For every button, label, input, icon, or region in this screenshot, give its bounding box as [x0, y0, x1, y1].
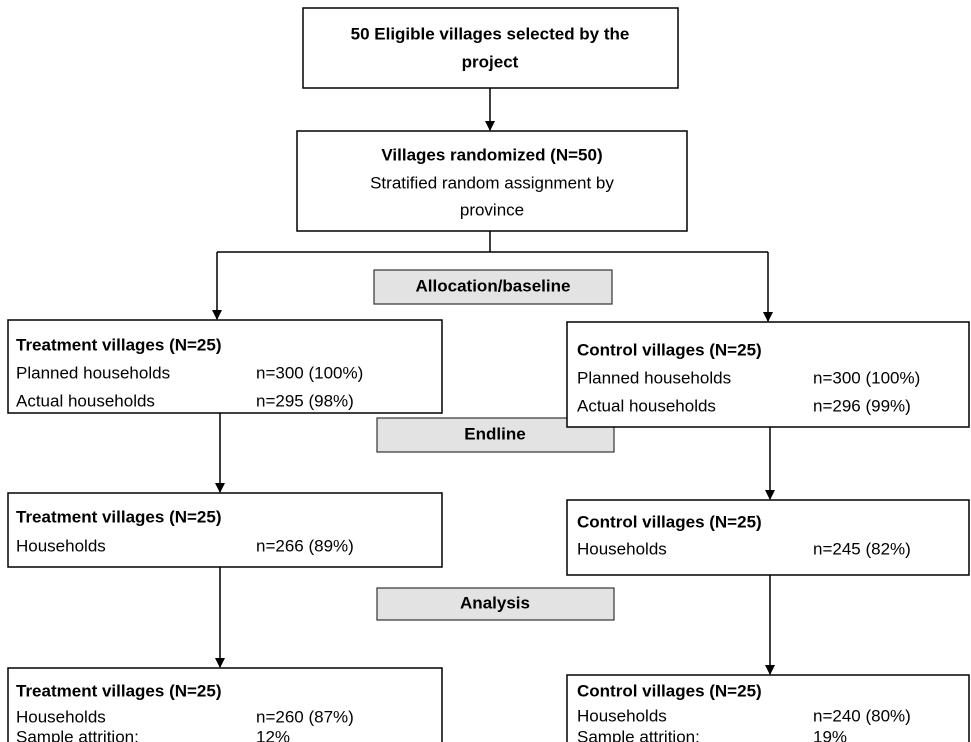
stage-box — [373, 269, 613, 305]
box-title: Control villages (N=25) — [577, 681, 762, 700]
box-text: province — [460, 200, 524, 219]
stage-box — [376, 587, 615, 621]
row-value: 12% — [256, 727, 290, 742]
row-value: n=245 (82%) — [813, 539, 911, 558]
treatment-box — [7, 319, 443, 414]
header-text: 50 Eligible villages selected by the — [351, 24, 630, 43]
stage-label: Allocation/baseline — [416, 276, 571, 295]
row-value: n=240 (80%) — [813, 706, 911, 725]
row-label: Households — [577, 706, 667, 725]
row-label: Planned households — [577, 368, 731, 387]
control-box — [566, 499, 970, 576]
control-box — [566, 674, 970, 742]
box-title: Treatment villages (N=25) — [16, 681, 222, 700]
row-label: Actual households — [16, 391, 155, 410]
row-value: n=300 (100%) — [813, 368, 920, 387]
box-title: Control villages (N=25) — [577, 340, 762, 359]
treatment-box — [7, 667, 443, 742]
row-label: Households — [16, 707, 106, 726]
header-text: project — [462, 52, 519, 71]
row-label: Planned households — [16, 363, 170, 382]
row-value: n=295 (98%) — [256, 391, 354, 410]
randomization-box — [296, 130, 688, 232]
box-text: Stratified random assignment by — [370, 173, 614, 192]
box-title: Treatment villages (N=25) — [16, 335, 222, 354]
row-value: n=266 (89%) — [256, 536, 354, 555]
row-value: n=260 (87%) — [256, 707, 354, 726]
control-box — [566, 321, 970, 428]
row-label: Households — [16, 536, 106, 555]
row-value: n=300 (100%) — [256, 363, 363, 382]
row-label: Households — [577, 539, 667, 558]
stage-label: Analysis — [460, 593, 530, 612]
stage-label: Endline — [464, 424, 525, 443]
connectors — [212, 88, 775, 675]
box-title: Villages randomized (N=50) — [381, 145, 602, 164]
row-label: Sample attrition: — [577, 727, 700, 742]
row-label: Sample attrition: — [16, 727, 139, 742]
row-value: 19% — [813, 727, 847, 742]
row-value: n=296 (99%) — [813, 396, 911, 415]
header-box — [302, 7, 679, 89]
box-title: Control villages (N=25) — [577, 512, 762, 531]
treatment-box — [7, 492, 443, 568]
box-title: Treatment villages (N=25) — [16, 507, 222, 526]
row-label: Actual households — [577, 396, 716, 415]
